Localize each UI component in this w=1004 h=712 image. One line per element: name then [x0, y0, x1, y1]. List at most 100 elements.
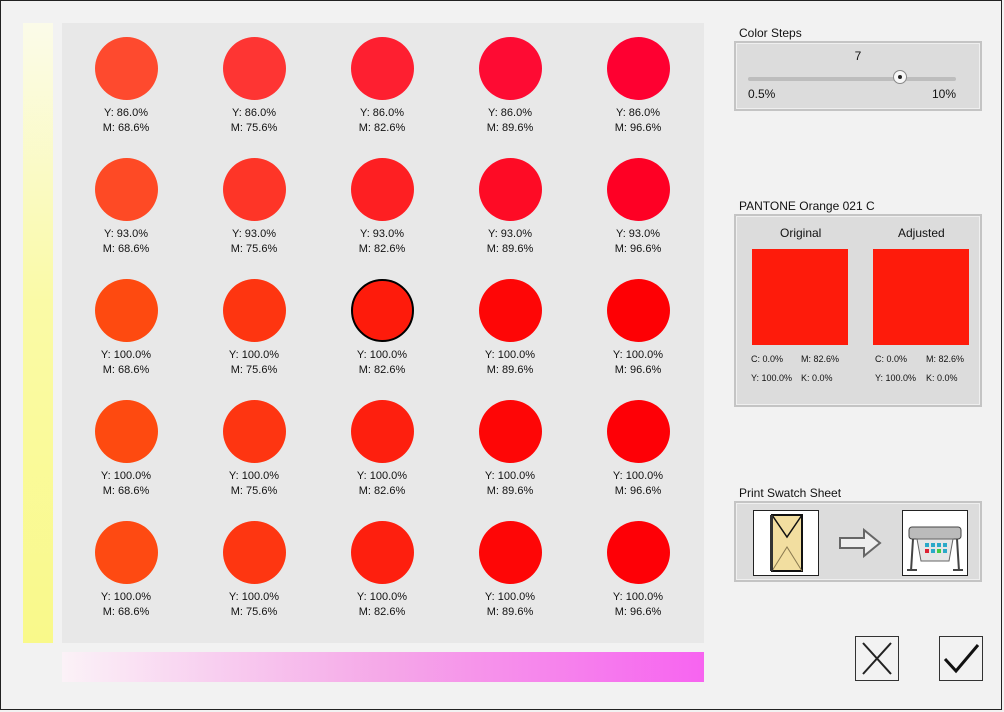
swatch-m-value: M: 89.6% — [486, 122, 534, 134]
color-swatch-dot[interactable] — [222, 521, 286, 584]
swatch-cell[interactable]: Y: 100.0% M: 82.6% — [318, 386, 446, 507]
color-swatch-dot[interactable] — [94, 37, 158, 100]
swatch-cell[interactable]: Y: 100.0% M: 89.6% — [446, 386, 574, 507]
swatch-caption: Y: 100.0% M: 82.6% — [318, 469, 446, 499]
swatch-cell[interactable]: Y: 100.0% M: 96.6% — [574, 507, 702, 628]
swatch-cell[interactable]: Y: 100.0% M: 68.6% — [62, 507, 190, 628]
swatch-cell[interactable]: Y: 100.0% M: 75.6% — [190, 386, 318, 507]
color-swatch-dot[interactable] — [350, 521, 414, 584]
ok-button[interactable] — [939, 636, 983, 681]
slider-thumb[interactable] — [892, 70, 907, 84]
slider-max-label: 10% — [931, 87, 956, 101]
original-y-value: Y: 100.0% — [751, 373, 793, 383]
magenta-gradient-bar — [62, 652, 704, 682]
color-swatch-dot[interactable] — [222, 279, 286, 342]
color-swatch-dot[interactable] — [222, 400, 286, 463]
swatch-cell[interactable]: Y: 93.0% M: 75.6% — [190, 144, 318, 265]
swatch-m-value: M: 89.6% — [486, 485, 534, 497]
swatch-y-value: Y: 86.0% — [487, 107, 533, 119]
cancel-button[interactable] — [855, 636, 899, 681]
color-swatch-dot[interactable] — [350, 279, 414, 342]
swatch-cell[interactable]: Y: 93.0% M: 96.6% — [574, 144, 702, 265]
color-swatch-dot[interactable] — [94, 400, 158, 463]
swatch-caption: Y: 100.0% M: 75.6% — [190, 348, 318, 378]
color-swatch-dot[interactable] — [606, 158, 670, 221]
swatch-cell[interactable]: Y: 100.0% M: 82.6% — [318, 265, 446, 386]
swatch-y-value: Y: 100.0% — [484, 470, 536, 482]
pantone-panel: Original Adjusted C: 0.0% M: 82.6% Y: 10… — [734, 214, 982, 407]
swatch-y-value: Y: 100.0% — [612, 349, 664, 361]
swatch-y-value: Y: 100.0% — [612, 591, 664, 603]
swatch-caption: Y: 100.0% M: 96.6% — [574, 590, 702, 620]
color-swatch-dot[interactable] — [94, 279, 158, 342]
swatch-caption: Y: 100.0% M: 82.6% — [318, 348, 446, 378]
color-swatch-dot[interactable] — [606, 37, 670, 100]
swatch-m-value: M: 75.6% — [230, 606, 278, 618]
color-steps-label: Color Steps — [739, 26, 802, 40]
color-steps-panel: 7 0.5% 10% — [734, 41, 982, 111]
swatch-caption: Y: 86.0% M: 68.6% — [62, 106, 190, 136]
envelope-icon[interactable] — [753, 510, 819, 576]
color-swatch-dot[interactable] — [478, 521, 542, 584]
color-swatch-dot[interactable] — [350, 400, 414, 463]
swatch-caption: Y: 100.0% M: 68.6% — [62, 469, 190, 499]
color-steps-slider[interactable] — [748, 77, 956, 81]
swatch-cell[interactable]: Y: 86.0% M: 75.6% — [190, 23, 318, 144]
swatch-cell[interactable]: Y: 86.0% M: 68.6% — [62, 23, 190, 144]
swatch-cell[interactable]: Y: 100.0% M: 82.6% — [318, 507, 446, 628]
swatch-cell[interactable]: Y: 93.0% M: 68.6% — [62, 144, 190, 265]
swatch-cell[interactable]: Y: 86.0% M: 82.6% — [318, 23, 446, 144]
color-swatch-dot[interactable] — [222, 158, 286, 221]
swatch-caption: Y: 100.0% M: 89.6% — [446, 469, 574, 499]
swatch-caption: Y: 100.0% M: 96.6% — [574, 469, 702, 499]
original-swatch — [752, 249, 848, 345]
swatch-y-value: Y: 93.0% — [487, 228, 533, 240]
color-swatch-dot[interactable] — [606, 279, 670, 342]
swatch-cell[interactable]: Y: 100.0% M: 68.6% — [62, 386, 190, 507]
color-swatch-dot[interactable] — [478, 37, 542, 100]
swatch-cell[interactable]: Y: 100.0% M: 68.6% — [62, 265, 190, 386]
swatch-y-value: Y: 93.0% — [231, 228, 277, 240]
color-swatch-dot[interactable] — [94, 521, 158, 584]
swatch-caption: Y: 93.0% M: 68.6% — [62, 227, 190, 257]
swatch-cell[interactable]: Y: 100.0% M: 75.6% — [190, 507, 318, 628]
swatch-m-value: M: 82.6% — [358, 606, 406, 618]
adjusted-c-value: C: 0.0% — [875, 354, 908, 364]
swatch-caption: Y: 100.0% M: 75.6% — [190, 469, 318, 499]
color-swatch-dot[interactable] — [478, 279, 542, 342]
original-heading: Original — [780, 226, 822, 240]
swatch-cell[interactable]: Y: 86.0% M: 96.6% — [574, 23, 702, 144]
adjusted-k-value: K: 0.0% — [926, 373, 958, 383]
color-swatch-dot[interactable] — [350, 37, 414, 100]
yellow-gradient-bar — [23, 23, 53, 643]
color-swatch-dot[interactable] — [478, 158, 542, 221]
adjusted-y-value: Y: 100.0% — [875, 373, 917, 383]
swatch-m-value: M: 68.6% — [102, 364, 150, 376]
swatch-cell[interactable]: Y: 93.0% M: 82.6% — [318, 144, 446, 265]
adjusted-m-value: M: 82.6% — [926, 354, 965, 364]
color-swatch-dot[interactable] — [222, 37, 286, 100]
swatch-m-value: M: 96.6% — [614, 485, 662, 497]
color-swatch-dot[interactable] — [478, 400, 542, 463]
swatch-cell[interactable]: Y: 93.0% M: 89.6% — [446, 144, 574, 265]
swatch-caption: Y: 93.0% M: 89.6% — [446, 227, 574, 257]
swatch-cell[interactable]: Y: 100.0% M: 75.6% — [190, 265, 318, 386]
swatch-caption: Y: 93.0% M: 96.6% — [574, 227, 702, 257]
swatch-cell[interactable]: Y: 100.0% M: 96.6% — [574, 386, 702, 507]
swatch-cell[interactable]: Y: 100.0% M: 96.6% — [574, 265, 702, 386]
swatch-m-value: M: 89.6% — [486, 606, 534, 618]
swatch-cell[interactable]: Y: 100.0% M: 89.6% — [446, 265, 574, 386]
swatch-m-value: M: 89.6% — [486, 364, 534, 376]
checkmark-icon — [943, 644, 980, 674]
swatch-m-value: M: 68.6% — [102, 606, 150, 618]
swatch-m-value: M: 68.6% — [102, 485, 150, 497]
swatch-cell[interactable]: Y: 86.0% M: 89.6% — [446, 23, 574, 144]
color-swatch-dot[interactable] — [94, 158, 158, 221]
plotter-printer-icon[interactable] — [902, 510, 968, 576]
swatch-caption: Y: 100.0% M: 89.6% — [446, 590, 574, 620]
adjusted-swatch — [873, 249, 969, 345]
swatch-cell[interactable]: Y: 100.0% M: 89.6% — [446, 507, 574, 628]
color-swatch-dot[interactable] — [606, 400, 670, 463]
color-swatch-dot[interactable] — [606, 521, 670, 584]
color-swatch-dot[interactable] — [350, 158, 414, 221]
